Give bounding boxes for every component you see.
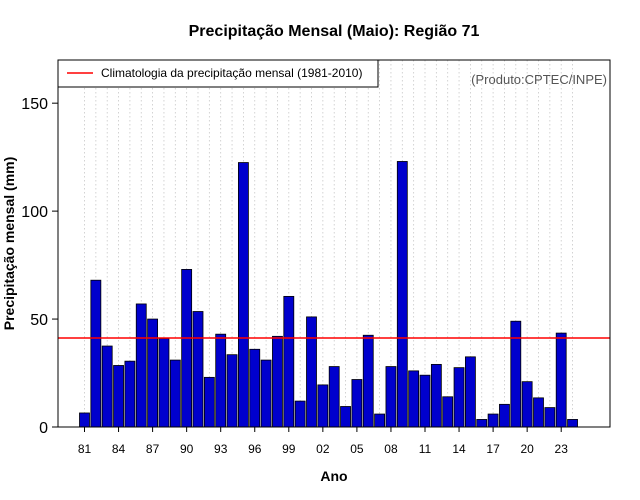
bar-2011 — [419, 374, 431, 428]
x-tick-label: 17 — [486, 442, 500, 456]
x-tick-label: 08 — [384, 442, 398, 456]
bar-2013 — [442, 396, 454, 428]
x-tick-label: 90 — [180, 442, 194, 456]
bar-1986 — [135, 303, 147, 428]
bar-1987 — [147, 318, 159, 428]
grid — [84, 60, 573, 427]
bar-1982 — [90, 279, 102, 428]
bar-1997 — [260, 359, 272, 428]
bar-1994 — [226, 354, 238, 428]
y-axis-label: Precipitação mensal (mm) — [1, 157, 17, 331]
bar-1981 — [79, 412, 90, 428]
bar-2023 — [555, 332, 567, 428]
legend-box — [57, 59, 379, 88]
bar-2009 — [396, 161, 408, 428]
y-tick-label: 50 — [30, 312, 48, 329]
bar-1998 — [272, 335, 283, 428]
bar-2022 — [544, 407, 556, 428]
bar-2014 — [453, 367, 465, 428]
bar-1983 — [101, 345, 113, 428]
bar-2004 — [340, 406, 351, 428]
bar-1989 — [169, 359, 181, 428]
bar-2000 — [294, 400, 306, 428]
bar-1988 — [158, 338, 170, 428]
y-tick-label: 100 — [21, 204, 48, 221]
bar-1985 — [124, 360, 136, 428]
y-axis: 0 50 100 150 — [21, 96, 58, 437]
x-tick-label: 20 — [520, 442, 534, 456]
product-credit: (Produto:CPTEC/INPE) — [471, 72, 607, 87]
bar-2016 — [476, 419, 488, 428]
bar-1990 — [181, 269, 193, 428]
bar-1996 — [249, 348, 261, 428]
x-tick-label: 11 — [419, 442, 432, 456]
x-tick-label: 96 — [248, 442, 262, 456]
x-tick-label: 93 — [214, 442, 228, 456]
chart-title: Precipitação Mensal (Maio): Região 71 — [189, 23, 480, 40]
bar-1984 — [113, 365, 124, 428]
bar-2021 — [533, 397, 544, 428]
bar-2002 — [317, 384, 329, 428]
legend-label: Climatologia da precipitação mensal (198… — [101, 66, 362, 80]
bar-1993 — [215, 333, 227, 428]
bar-2017 — [487, 413, 499, 428]
bar-2018 — [499, 403, 510, 428]
bar-2010 — [408, 370, 420, 428]
bar-1995 — [237, 162, 249, 428]
y-tick-label: 150 — [21, 96, 48, 113]
x-tick-label: 99 — [282, 442, 296, 456]
x-tick-label: 14 — [452, 442, 466, 456]
y-tick-label: 0 — [39, 420, 48, 437]
bar-2003 — [328, 366, 340, 428]
x-tick-label: 81 — [78, 442, 92, 456]
x-tick-label: 23 — [555, 442, 569, 456]
bar-2020 — [521, 381, 533, 428]
x-tick-label: 02 — [316, 442, 330, 456]
bar-1991 — [192, 311, 204, 428]
bar-2006 — [362, 334, 374, 428]
x-tick-label: 87 — [146, 442, 160, 456]
legend: Climatologia da precipitação mensal (198… — [57, 59, 379, 88]
bar-2024 — [567, 419, 578, 428]
bars — [79, 161, 578, 428]
bar-1999 — [283, 295, 295, 428]
x-axis-label: Ano — [320, 468, 347, 484]
bar-2001 — [306, 316, 317, 428]
x-tick-label: 05 — [350, 442, 364, 456]
bar-1992 — [203, 376, 215, 428]
x-tick-label: 84 — [112, 442, 126, 456]
bar-2015 — [464, 356, 476, 428]
bar-2008 — [385, 366, 397, 428]
bar-2019 — [510, 320, 522, 428]
x-axis: 81 84 87 90 93 96 99 02 05 08 11 14 17 20 23 — [78, 427, 568, 456]
bar-2007 — [374, 413, 386, 428]
bar-2005 — [351, 379, 363, 428]
bar-2012 — [430, 363, 442, 428]
